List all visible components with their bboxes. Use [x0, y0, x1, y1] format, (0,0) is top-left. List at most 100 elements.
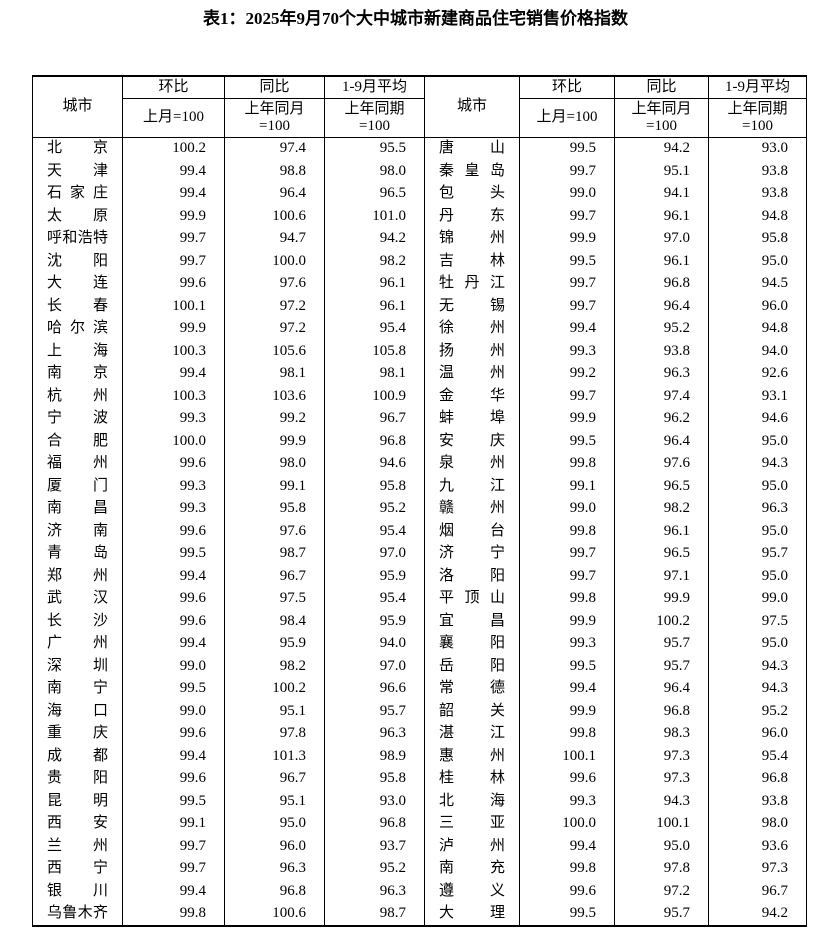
city-name: 南充 — [424, 857, 520, 880]
city-name: 济南 — [32, 520, 123, 543]
price-table: 城市 环比 同比 1-9月平均 城市 环比 同比 1-9月平均 上月=100 上年同月 =100 上年… — [32, 75, 807, 927]
index-value: 99.9 — [224, 430, 325, 453]
index-value: 95.2 — [708, 700, 807, 723]
index-value: 98.9 — [324, 745, 425, 768]
index-value: 98.1 — [224, 362, 325, 385]
city-name: 南宁 — [32, 677, 123, 700]
index-value: 99.6 — [122, 587, 225, 610]
index-value: 96.4 — [614, 295, 709, 318]
index-value: 100.0 — [519, 812, 615, 835]
city-name: 泸州 — [424, 835, 520, 858]
city-name: 大理 — [424, 902, 520, 926]
index-value: 99.7 — [519, 205, 615, 228]
data-row: 成都 99.4 101.3 98.9 惠州 100.1 97.3 95.4 — [32, 745, 807, 768]
data-row: 合肥 100.0 99.9 96.8 安庆 99.5 96.4 95.0 — [32, 430, 807, 453]
index-value: 99.5 — [519, 902, 615, 926]
city-name: 上海 — [32, 340, 123, 363]
city-name: 锦州 — [424, 227, 520, 250]
index-value: 95.0 — [708, 475, 807, 498]
city-name: 牡丹江 — [424, 272, 520, 295]
index-value: 99.8 — [519, 857, 615, 880]
index-value: 96.4 — [614, 677, 709, 700]
city-name: 杭州 — [32, 385, 123, 408]
city-name: 蚌埠 — [424, 407, 520, 430]
index-value: 95.0 — [708, 430, 807, 453]
city-name: 无锡 — [424, 295, 520, 318]
data-row: 海口 99.0 95.1 95.7 韶关 99.9 96.8 95.2 — [32, 700, 807, 723]
data-row: 乌鲁木齐 99.8 100.6 98.7 大理 99.5 95.7 94.2 — [32, 902, 807, 926]
index-value: 95.7 — [614, 655, 709, 678]
index-value: 93.8 — [708, 790, 807, 813]
index-value: 99.9 — [519, 700, 615, 723]
data-row: 上海 100.3 105.6 105.8 扬州 99.3 93.8 94.0 — [32, 340, 807, 363]
index-value: 99.6 — [122, 452, 225, 475]
index-value: 95.0 — [708, 250, 807, 273]
index-value: 99.0 — [708, 587, 807, 610]
city-name: 洛阳 — [424, 565, 520, 588]
index-value: 100.3 — [122, 340, 225, 363]
data-row: 呼和浩特 99.7 94.7 94.2 锦州 99.9 97.0 95.8 — [32, 227, 807, 250]
data-row: 福州 99.6 98.0 94.6 泉州 99.8 97.6 94.3 — [32, 452, 807, 475]
data-row: 南宁 99.5 100.2 96.6 常德 99.4 96.4 94.3 — [32, 677, 807, 700]
index-value: 99.6 — [122, 767, 225, 790]
index-value: 99.7 — [122, 250, 225, 273]
data-row: 青岛 99.5 98.7 97.0 济宁 99.7 96.5 95.7 — [32, 542, 807, 565]
index-value: 99.8 — [519, 722, 615, 745]
sub-line: 上月=100 — [536, 109, 598, 125]
city-name: 北海 — [424, 790, 520, 813]
index-value: 99.8 — [122, 902, 225, 926]
index-value: 100.2 — [614, 610, 709, 633]
index-value: 98.1 — [324, 362, 425, 385]
index-value: 96.6 — [324, 677, 425, 700]
index-value: 100.1 — [122, 295, 225, 318]
table-header: 城市 环比 同比 1-9月平均 城市 环比 同比 1-9月平均 上月=100 上年同月 =100 上年… — [32, 76, 807, 138]
index-value: 96.1 — [614, 205, 709, 228]
index-value: 99.5 — [122, 542, 225, 565]
data-row: 重庆 99.6 97.8 96.3 湛江 99.8 98.3 96.0 — [32, 722, 807, 745]
index-value: 99.6 — [122, 722, 225, 745]
index-value: 99.4 — [519, 677, 615, 700]
index-value: 99.4 — [122, 632, 225, 655]
index-value: 94.0 — [324, 632, 425, 655]
index-value: 96.5 — [324, 182, 425, 205]
city-name: 长春 — [32, 295, 123, 318]
data-row: 济南 99.6 97.6 95.4 烟台 99.8 96.1 95.0 — [32, 520, 807, 543]
city-name: 吉林 — [424, 250, 520, 273]
sub-line: =100 — [646, 117, 677, 134]
index-value: 99.4 — [519, 317, 615, 340]
index-value: 97.0 — [324, 542, 425, 565]
index-value: 101.0 — [324, 205, 425, 228]
index-value: 97.0 — [324, 655, 425, 678]
index-value: 96.8 — [324, 812, 425, 835]
index-value: 99.3 — [519, 340, 615, 363]
index-value: 98.0 — [324, 160, 425, 183]
index-value: 95.2 — [324, 857, 425, 880]
city-name: 天津 — [32, 160, 123, 183]
city-name: 北京 — [32, 137, 123, 160]
index-value: 99.5 — [519, 655, 615, 678]
index-value: 99.9 — [122, 317, 225, 340]
index-value: 94.7 — [224, 227, 325, 250]
index-value: 95.4 — [708, 745, 807, 768]
index-value: 96.3 — [324, 880, 425, 903]
city-name: 深圳 — [32, 655, 123, 678]
index-value: 94.3 — [708, 655, 807, 678]
city-name: 赣州 — [424, 497, 520, 520]
city-name: 昆明 — [32, 790, 123, 813]
city-name: 宜昌 — [424, 610, 520, 633]
city-header: 城市 — [424, 76, 520, 138]
data-row: 深圳 99.0 98.2 97.0 岳阳 99.5 95.7 94.3 — [32, 655, 807, 678]
city-name: 福州 — [32, 452, 123, 475]
index-value: 99.7 — [519, 542, 615, 565]
index-value: 96.0 — [224, 835, 325, 858]
index-value: 99.8 — [519, 520, 615, 543]
index-value: 99.0 — [519, 497, 615, 520]
index-value: 96.5 — [614, 475, 709, 498]
data-row: 南京 99.4 98.1 98.1 温州 99.2 96.3 92.6 — [32, 362, 807, 385]
sub-line: =100 — [359, 117, 390, 134]
data-row: 兰州 99.7 96.0 93.7 泸州 99.4 95.0 93.6 — [32, 835, 807, 858]
index-value: 95.9 — [224, 632, 325, 655]
city-name: 银川 — [32, 880, 123, 903]
index-value: 98.7 — [324, 902, 425, 926]
